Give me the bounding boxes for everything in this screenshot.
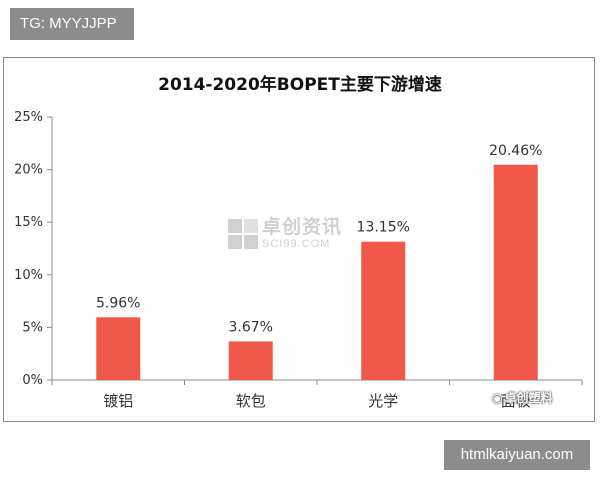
y-tick-label: 15% bbox=[14, 215, 43, 230]
x-tick-label: 光学 bbox=[368, 392, 398, 410]
bar bbox=[228, 341, 273, 380]
bar bbox=[493, 164, 538, 380]
x-axis: 镀铝 软包 光学 面板 bbox=[51, 379, 583, 410]
data-label: 13.15% bbox=[357, 220, 410, 236]
wechat-icon: ◉ bbox=[492, 390, 503, 405]
x-tick-label: 面板 bbox=[501, 392, 531, 410]
x-tick-label: 镀铝 bbox=[103, 392, 133, 410]
bottom-tag: htmlkaiyuan.com bbox=[444, 440, 590, 470]
y-tick-label: 0% bbox=[22, 373, 43, 388]
chart-title: 2014-2020年BOPET主要下游增速 bbox=[158, 74, 442, 95]
corner-watermark-text: 卓创塑料 bbox=[504, 391, 553, 405]
y-axis: 0% 5% 10% 15% 20% 25% bbox=[14, 110, 53, 388]
top-tag: TG: MYYJJPP bbox=[10, 8, 134, 40]
y-tick-label: 10% bbox=[14, 268, 43, 283]
data-label: 20.46% bbox=[489, 143, 542, 159]
corner-watermark: ◉ 卓创塑料 bbox=[492, 389, 553, 406]
data-label: 3.67% bbox=[229, 319, 273, 335]
bar bbox=[361, 241, 406, 380]
bar bbox=[96, 317, 141, 380]
y-tick-label: 5% bbox=[22, 320, 43, 335]
y-tick-label: 25% bbox=[14, 110, 43, 125]
data-label: 5.96% bbox=[96, 295, 140, 311]
y-tick-label: 20% bbox=[14, 163, 43, 178]
bar-series: 5.96% 3.67% 13.15% 20.46% bbox=[96, 143, 542, 380]
x-tick-label: 软包 bbox=[236, 392, 266, 410]
